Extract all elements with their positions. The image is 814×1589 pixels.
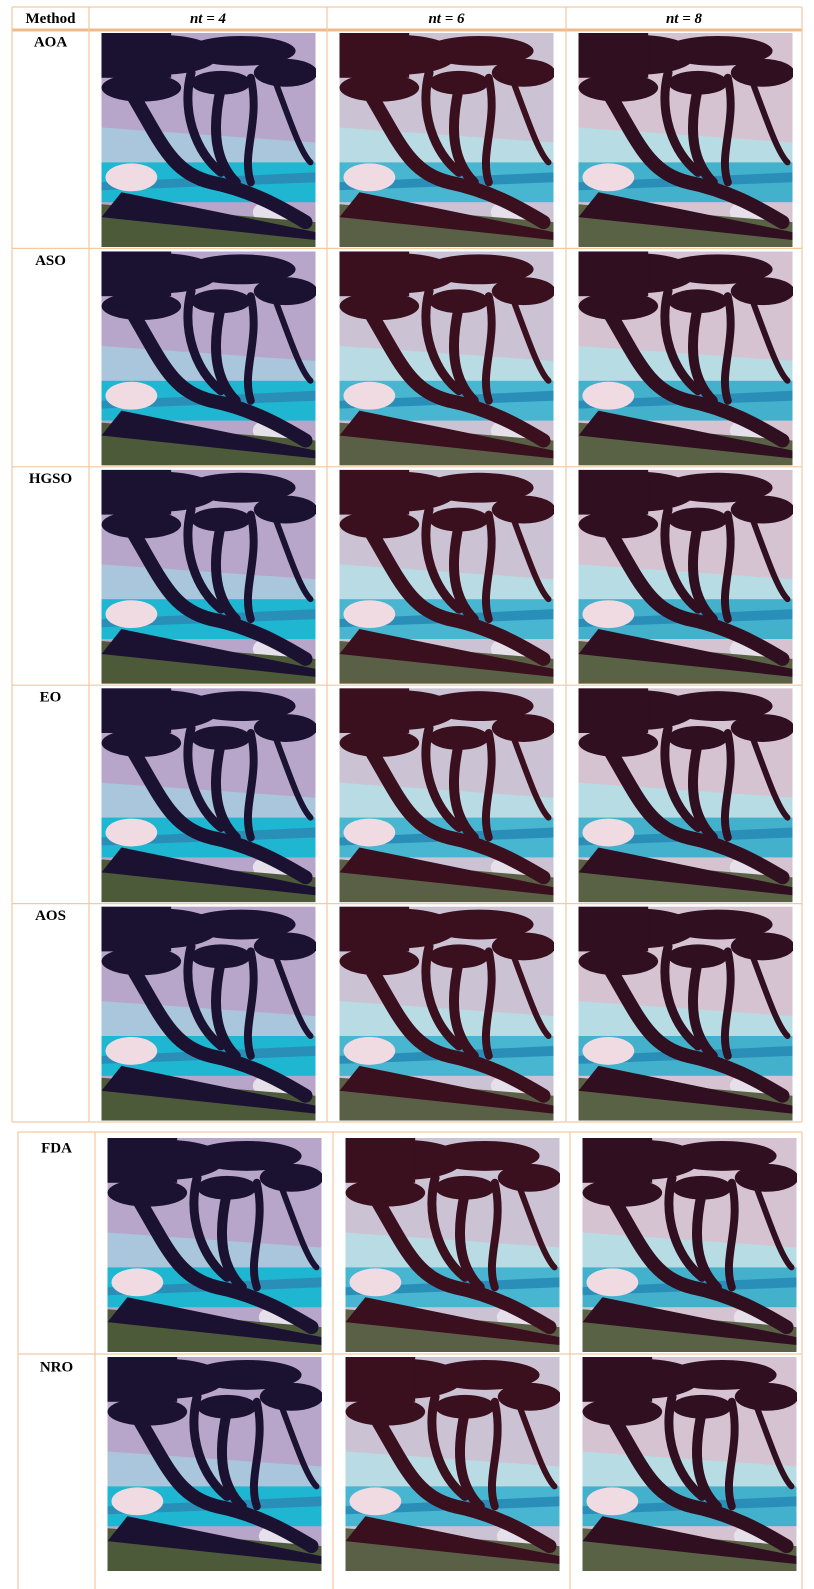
result-image [579,470,795,684]
method-label: AOA [34,34,68,50]
method-label: ASO [35,253,66,269]
result-image [346,1138,562,1352]
result-image [340,688,556,902]
method-label: FDA [41,1140,72,1156]
result-image [579,688,795,902]
result-image [579,251,795,465]
method-label: HGSO [29,471,72,487]
figure-page: Method nt = 4 nt = 6 nt = 8 AOA ASO HGSO EO AOS F… [0,0,814,1589]
method-label: EO [40,690,62,706]
result-image [102,470,318,684]
result-image [108,1138,324,1352]
column-header: nt = 8 [666,11,703,27]
result-image [340,907,556,1121]
result-image [102,251,318,465]
result-image [579,907,795,1121]
method-label: NRO [40,1359,73,1375]
result-image [108,1357,324,1571]
method-label: AOS [35,908,66,924]
result-image [340,251,556,465]
column-header: nt = 4 [190,11,227,27]
column-header: nt = 6 [428,11,465,27]
column-header: Method [26,11,77,27]
result-image [583,1357,799,1571]
result-image [102,907,318,1121]
result-image [102,688,318,902]
result-image [340,470,556,684]
result-image [102,33,318,247]
result-image [340,33,556,247]
result-image [583,1138,799,1352]
result-image [346,1357,562,1571]
result-image [579,33,795,247]
